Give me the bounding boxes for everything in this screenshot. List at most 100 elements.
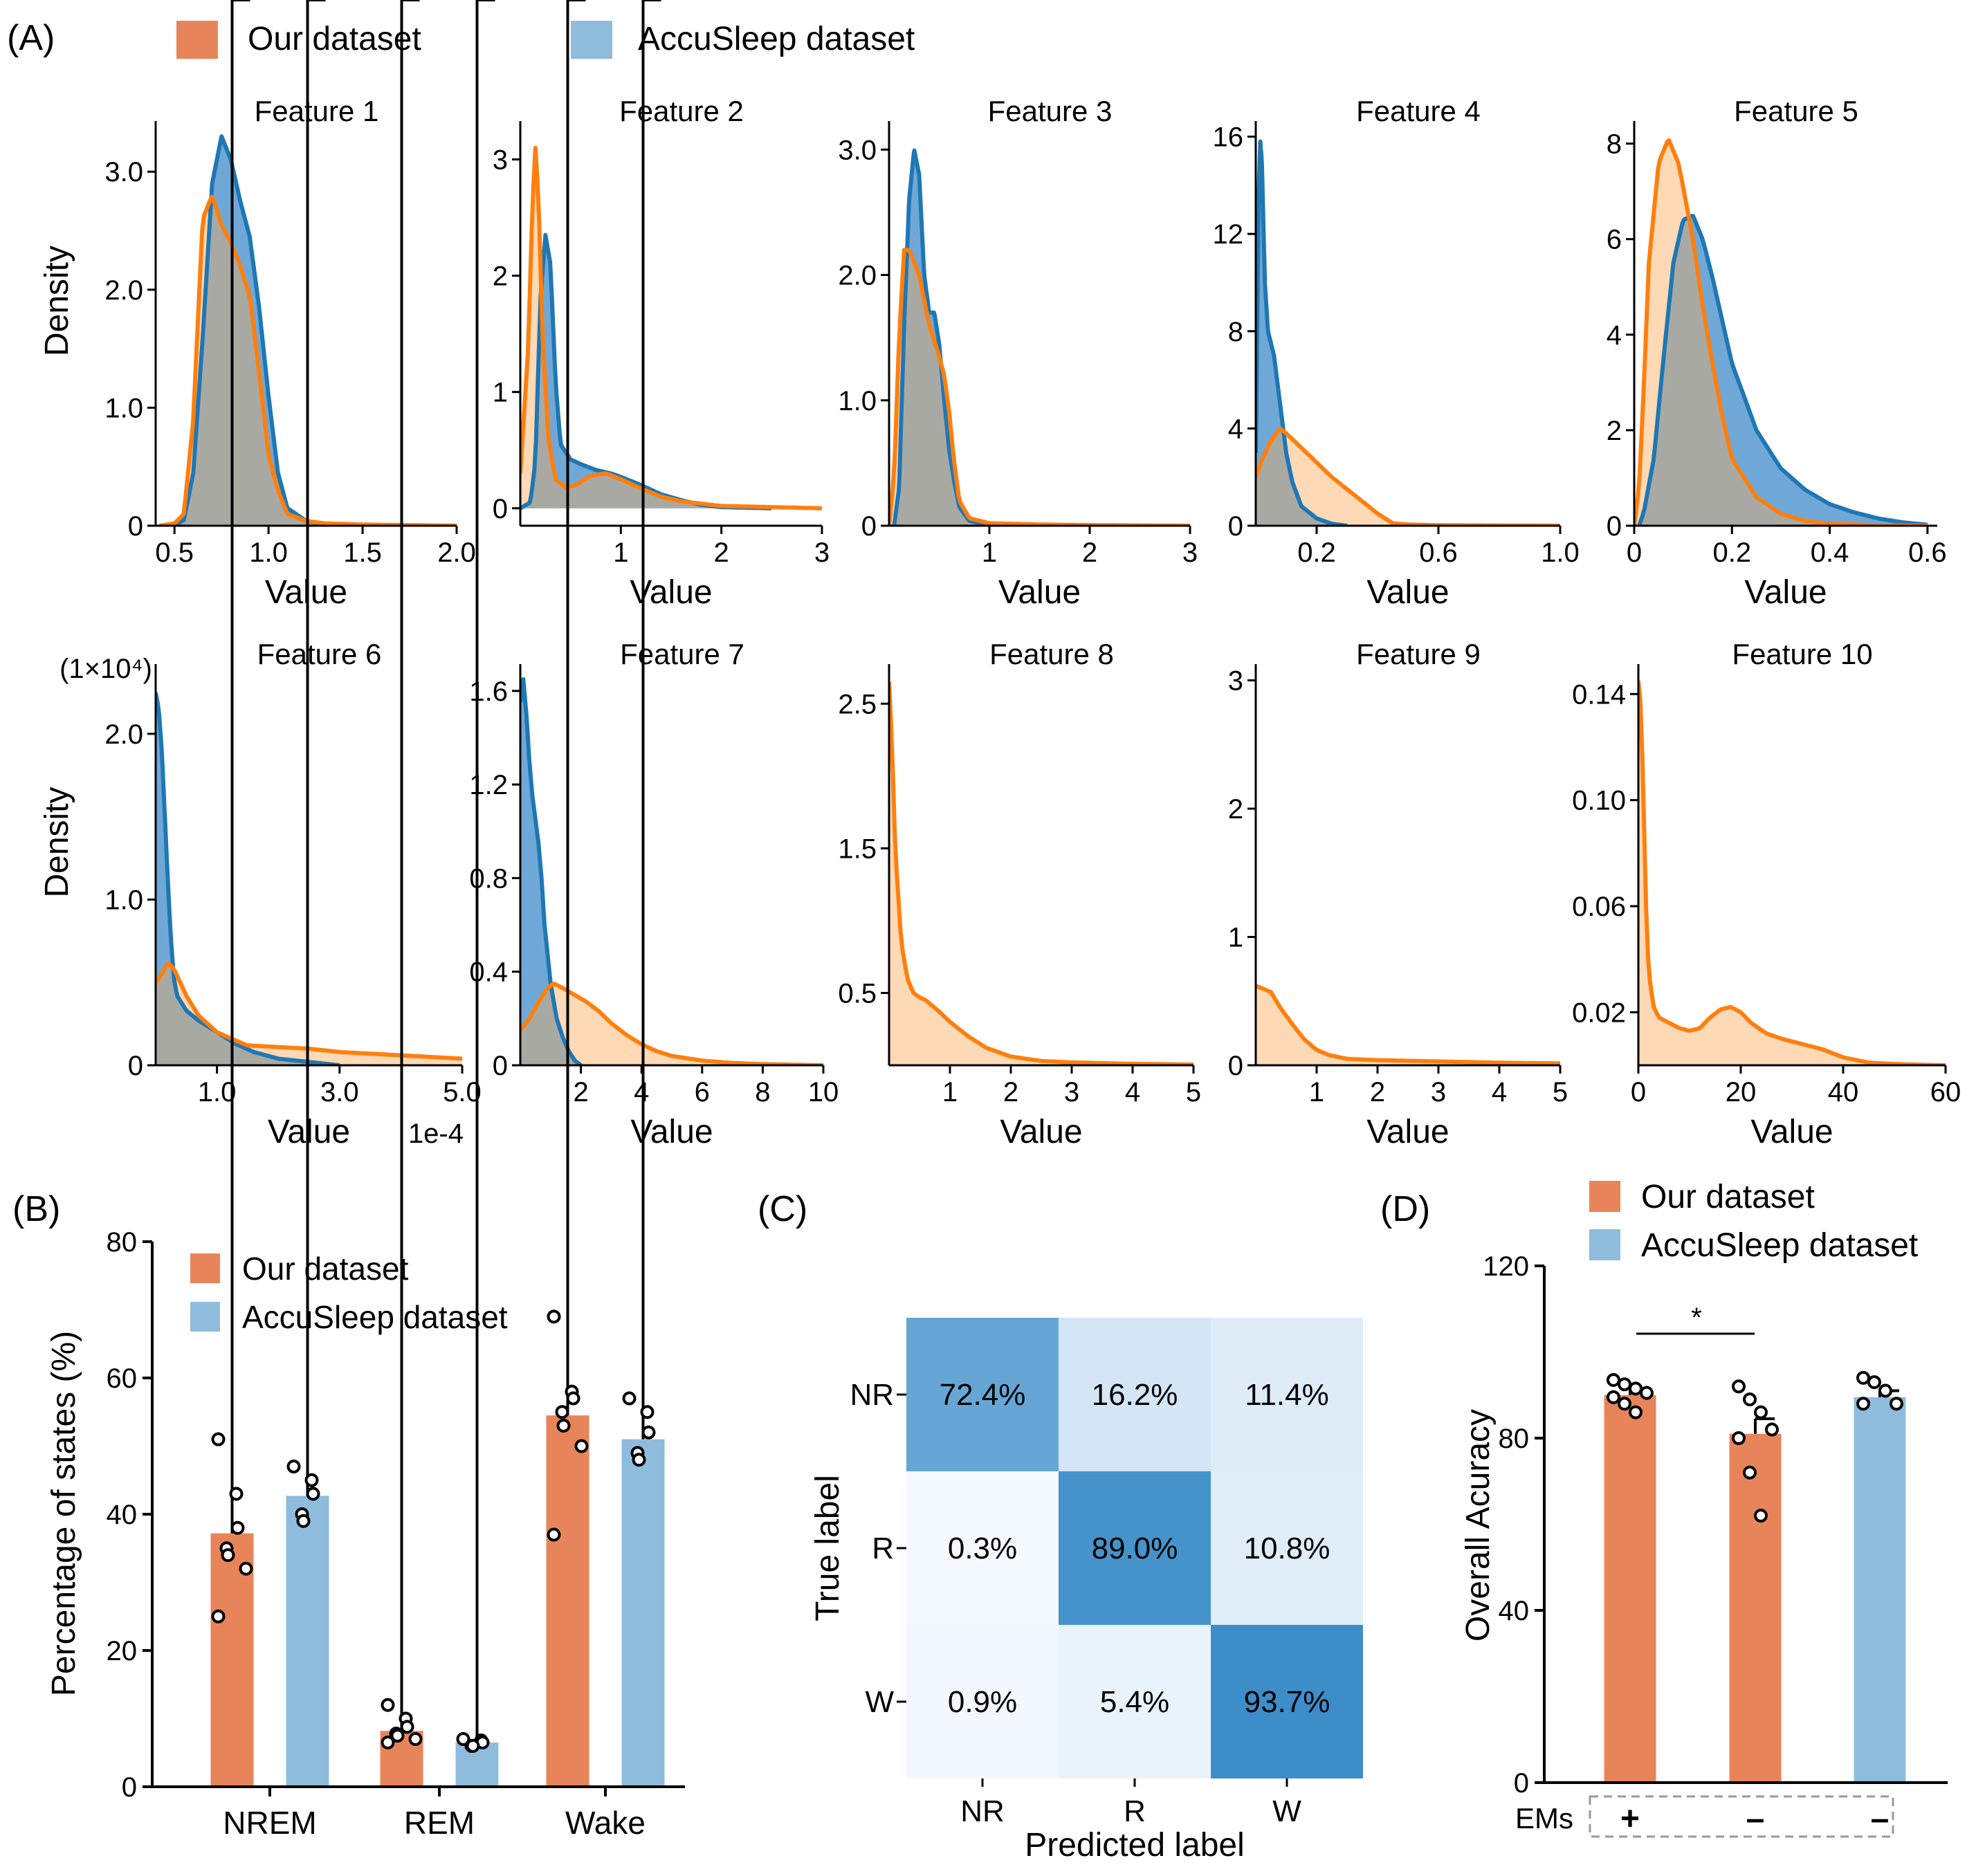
data-point [1732, 1431, 1746, 1445]
bar [621, 1439, 665, 1787]
data-point [1867, 1375, 1881, 1390]
plot-area [1256, 984, 1561, 1065]
x-axis-label: Value [998, 574, 1081, 611]
x-tick-label: 0.4 [1811, 537, 1849, 568]
data-point [211, 1609, 226, 1624]
x-tick-label: R [1124, 1794, 1146, 1828]
heatmap-cell [1059, 1318, 1211, 1471]
x-axis-label: Value [1000, 1114, 1082, 1150]
data-point [1640, 1386, 1654, 1400]
x-tick-label: 6 [695, 1077, 710, 1107]
y-tick-label: 0.8 [469, 863, 508, 894]
legend-label-ours: Our dataset [248, 21, 421, 57]
area-ours [889, 681, 1193, 1065]
y-tick-label: 0.02 [1572, 997, 1626, 1028]
data-point [1629, 1405, 1643, 1419]
data-point [230, 1520, 245, 1535]
x-tick-label: 3 [814, 537, 830, 568]
y-tick-label: 2 [493, 261, 508, 292]
y-tick-label: 1.0 [838, 386, 877, 416]
x-tick-label: 0.6 [1908, 537, 1947, 568]
area-ours [520, 984, 823, 1065]
plot-title: Feature 4 [1356, 95, 1481, 127]
legend-swatch-ours [1589, 1181, 1620, 1212]
y-tick-label: 0 [861, 511, 877, 542]
x-tick-label: 0.5 [155, 537, 194, 568]
data-point [211, 1432, 226, 1446]
y-axis-label: Density [39, 246, 75, 356]
ems-label: EMs [1515, 1802, 1573, 1834]
panel-b-label: (B) [12, 1189, 60, 1229]
area-overlap [520, 299, 772, 508]
y-tick-label: 2.5 [838, 689, 877, 719]
cell-label: 16.2% [1092, 1378, 1178, 1412]
y-tick-label: 0.06 [1572, 892, 1626, 922]
plot-title: Feature 5 [1734, 95, 1858, 127]
x-tick-label: 3 [1182, 537, 1198, 568]
cell-label: 93.7% [1244, 1685, 1330, 1719]
x-tick-label: 1.0 [249, 537, 288, 568]
x-tick-label: 2.0 [437, 537, 476, 568]
data-point [547, 1527, 561, 1542]
cell-label: 5.4% [1100, 1685, 1169, 1719]
line-accusleep [156, 692, 341, 1065]
y-tick-label: 0 [1228, 511, 1243, 542]
data-point [566, 1391, 580, 1406]
heatmap-cell [906, 1318, 1059, 1471]
y-tick-label: 40 [107, 1500, 138, 1530]
bar [546, 1415, 589, 1787]
x-tick-label: 0.2 [1712, 537, 1751, 568]
y-tick-label: 80 [107, 1227, 138, 1258]
y-tick-label: 3.0 [104, 157, 143, 187]
y-tick-label: 0.14 [1572, 679, 1626, 710]
x-tick-label: 8 [755, 1077, 770, 1107]
plot-area [1256, 139, 1561, 526]
bar [1854, 1397, 1906, 1783]
density-plot-3: 1 2 3 0 1.0 2.0 3.0 Feature 3 Value [838, 95, 1198, 611]
panel-d-label: (D) [1380, 1189, 1430, 1229]
data-point [466, 1738, 480, 1753]
plot-title: Feature 9 [1356, 638, 1481, 670]
x-tick-label: 3 [1431, 1077, 1446, 1107]
x-tick-label: 1 [613, 537, 628, 568]
legend-swatch-accusleep [190, 1302, 220, 1332]
data-point [381, 1735, 395, 1749]
data-point [306, 1487, 320, 1501]
legend-label-accusleep: AccuSleep dataset [242, 1299, 508, 1335]
plot-title: Feature 3 [988, 95, 1113, 127]
heatmap-cell [1211, 1471, 1363, 1625]
panel-d-chart: 0 40 80 120 Overall Acuracy * Our dataset AccuS… [1460, 1179, 1948, 1838]
y-tick-label: 1.0 [104, 393, 143, 423]
y-axis-label: Percentage of states (%) [46, 1331, 82, 1696]
y-tick-label: 2 [1228, 794, 1243, 825]
y-tick-label: 0 [1607, 511, 1622, 542]
line-ours [889, 681, 1194, 1065]
y-tick-label: 0 [128, 1051, 143, 1081]
y-tick-label: 16 [1213, 122, 1244, 153]
data-point [381, 1698, 395, 1712]
legend-label-ours: Our dataset [1641, 1179, 1815, 1215]
plot-title: Feature 6 [257, 638, 382, 670]
data-point [1743, 1392, 1757, 1406]
y-tick-label: 1.2 [469, 770, 508, 800]
significance-marker: * [1691, 1303, 1702, 1333]
x-tick-label: 5 [1186, 1077, 1201, 1107]
x-tick-label: 4 [1492, 1077, 1507, 1107]
y-tick-label: 60 [107, 1363, 138, 1394]
area-accusleep [520, 234, 772, 508]
x-tick-label: Wake [565, 1805, 646, 1841]
y-tick-label: 0.4 [469, 957, 508, 988]
data-point [640, 1405, 655, 1419]
y-tick-label: 0 [1514, 1768, 1529, 1799]
plot-area [520, 145, 823, 511]
panel-a-label: (A) [7, 18, 55, 58]
plot-area [1634, 138, 1928, 526]
y-tick-label: 4 [1228, 414, 1243, 444]
density-plot-8: 1 2 3 4 5 0.5 1.5 2.5 Feature 8 Value [838, 638, 1201, 1150]
line-accusleep [1256, 139, 1349, 526]
y-tick-label: 8 [1607, 129, 1622, 160]
line-ours [1256, 984, 1561, 1065]
x-tick-label: 5.0 [443, 1077, 482, 1107]
y-tick-label: 2.0 [104, 275, 143, 306]
